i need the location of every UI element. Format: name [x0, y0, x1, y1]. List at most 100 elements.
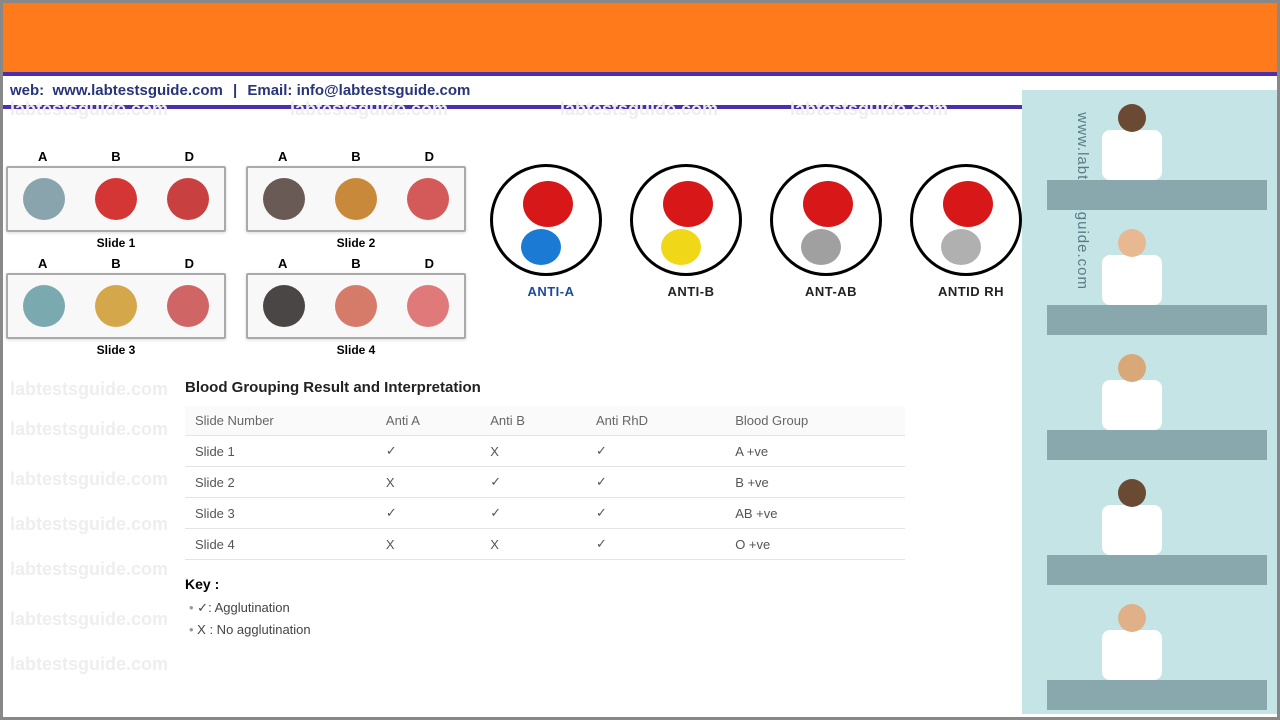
slides-grid: ABDSlide 1 A B D Slide 2 A B D Slide 3 A B D Slide 4: [6, 149, 481, 363]
blood-spot: [263, 178, 305, 220]
circle-label: ANTID RH: [910, 284, 1032, 299]
separator: |: [227, 82, 243, 99]
slide-col-label: D: [425, 256, 434, 271]
person-head: [1118, 229, 1146, 257]
slide-caption: Slide 3: [6, 343, 226, 357]
slide-col-label: D: [185, 149, 194, 164]
slide-3: ABDSlide 3: [6, 256, 226, 357]
slide-col-label: A: [278, 256, 287, 271]
watermark: labtestsguide.com: [10, 379, 168, 400]
lab-person: [1087, 225, 1177, 315]
blood-spot: [95, 178, 137, 220]
blood-spot: [167, 285, 209, 327]
blood-spot: [263, 285, 305, 327]
table-cell: Slide 4: [185, 529, 376, 560]
lab-coat: [1102, 505, 1162, 555]
slide-col-label: D: [185, 256, 194, 271]
slide-col-label: D: [425, 149, 434, 164]
drop-bot: [941, 229, 981, 265]
key-item: X : No agglutination: [189, 622, 905, 637]
watermark: labtestsguide.com: [10, 609, 168, 630]
watermark: labtestsguide.com: [10, 654, 168, 675]
circle-label: ANTI-B: [630, 284, 752, 299]
drop-bot: [801, 229, 841, 265]
drop-bot: [661, 229, 701, 265]
table-cell: AB +ve: [725, 498, 905, 529]
circle-label: ANT-AB: [770, 284, 892, 299]
slide-col-label: B: [351, 256, 360, 271]
drop-top: [523, 181, 573, 227]
slide-col-label: A: [278, 149, 287, 164]
drop-bot: [521, 229, 561, 265]
col-header: Anti A: [376, 406, 480, 436]
table-cell: ✓: [586, 498, 725, 529]
table-cell: X: [376, 529, 480, 560]
table-cell: X: [376, 467, 480, 498]
drop-top: [663, 181, 713, 227]
table-cell: Slide 1: [185, 436, 376, 467]
blood-spot: [407, 178, 449, 220]
slide-caption: Slide 4: [246, 343, 466, 357]
table-cell: B +ve: [725, 467, 905, 498]
blood-spot: [407, 285, 449, 327]
table-cell: ✓: [480, 467, 586, 498]
key-title: Key :: [185, 576, 905, 592]
antisera-circles: ANTI-A ANTI-B ANT-AB ANTID RH: [490, 164, 1032, 299]
watermark: labtestsguide.com: [10, 514, 168, 535]
slide-col-label: B: [111, 256, 120, 271]
lab-coat: [1102, 255, 1162, 305]
lab-illustration-panel: www.labtestsguide.com: [1022, 90, 1277, 714]
blood-spot: [335, 285, 377, 327]
web-label: web:: [10, 82, 44, 99]
blood-spot: [167, 178, 209, 220]
table-title: Blood Grouping Result and Interpretation: [185, 379, 905, 396]
slide-4: A B D Slide 4: [246, 256, 466, 357]
col-header: Anti B: [480, 406, 586, 436]
person-head: [1118, 479, 1146, 507]
lab-person: [1087, 475, 1177, 565]
table-row: Slide 2X✓✓B +ve: [185, 467, 905, 498]
key-list: ✓: AgglutinationX : No agglutination: [185, 600, 905, 637]
table-cell: ✓: [376, 436, 480, 467]
person-head: [1118, 354, 1146, 382]
email: info@labtestsguide.com: [297, 82, 471, 99]
blood-spot: [95, 285, 137, 327]
slide-2: ABDSlide 2: [246, 149, 466, 250]
col-header: Blood Group: [725, 406, 905, 436]
web-url: www.labtestsguide.com: [53, 82, 223, 99]
table-cell: X: [480, 529, 586, 560]
antiserum-anti-b: ANTI-B: [630, 164, 752, 299]
header-orange-banner: [0, 0, 1280, 72]
blood-spot: [23, 178, 65, 220]
table-cell: ✓: [586, 436, 725, 467]
person-head: [1118, 104, 1146, 132]
watermark: labtestsguide.com: [10, 469, 168, 490]
lab-person: [1087, 100, 1177, 190]
table-cell: O +ve: [725, 529, 905, 560]
watermark: labtestsguide.com: [10, 559, 168, 580]
slide-caption: Slide 2: [246, 236, 466, 250]
results-table: Slide NumberAnti AAnti BAnti RhDBlood Gr…: [185, 406, 905, 560]
watermark: labtestsguide.com: [10, 419, 168, 440]
slide-1: ABDSlide 1: [6, 149, 226, 250]
lab-coat: [1102, 130, 1162, 180]
lab-coat: [1102, 630, 1162, 680]
table-cell: Slide 2: [185, 467, 376, 498]
results-table-section: Blood Grouping Result and Interpretation…: [185, 379, 905, 643]
table-cell: ✓: [376, 498, 480, 529]
email-label: Email:: [247, 82, 292, 99]
antiserum-antid-rh: ANTID RH: [910, 164, 1032, 299]
table-cell: X: [480, 436, 586, 467]
lab-person: [1087, 600, 1177, 690]
col-header: Slide Number: [185, 406, 376, 436]
antiserum-anti-a: ANTI-A: [490, 164, 612, 299]
table-row: Slide 4XX✓O +ve: [185, 529, 905, 560]
lab-coat: [1102, 380, 1162, 430]
blood-spot: [23, 285, 65, 327]
table-cell: ✓: [480, 498, 586, 529]
table-cell: ✓: [586, 529, 725, 560]
table-cell: Slide 3: [185, 498, 376, 529]
main-content: labtestsguide.com labtestsguide.com labtes…: [0, 109, 1020, 709]
lab-person: [1087, 350, 1177, 440]
table-cell: ✓: [586, 467, 725, 498]
